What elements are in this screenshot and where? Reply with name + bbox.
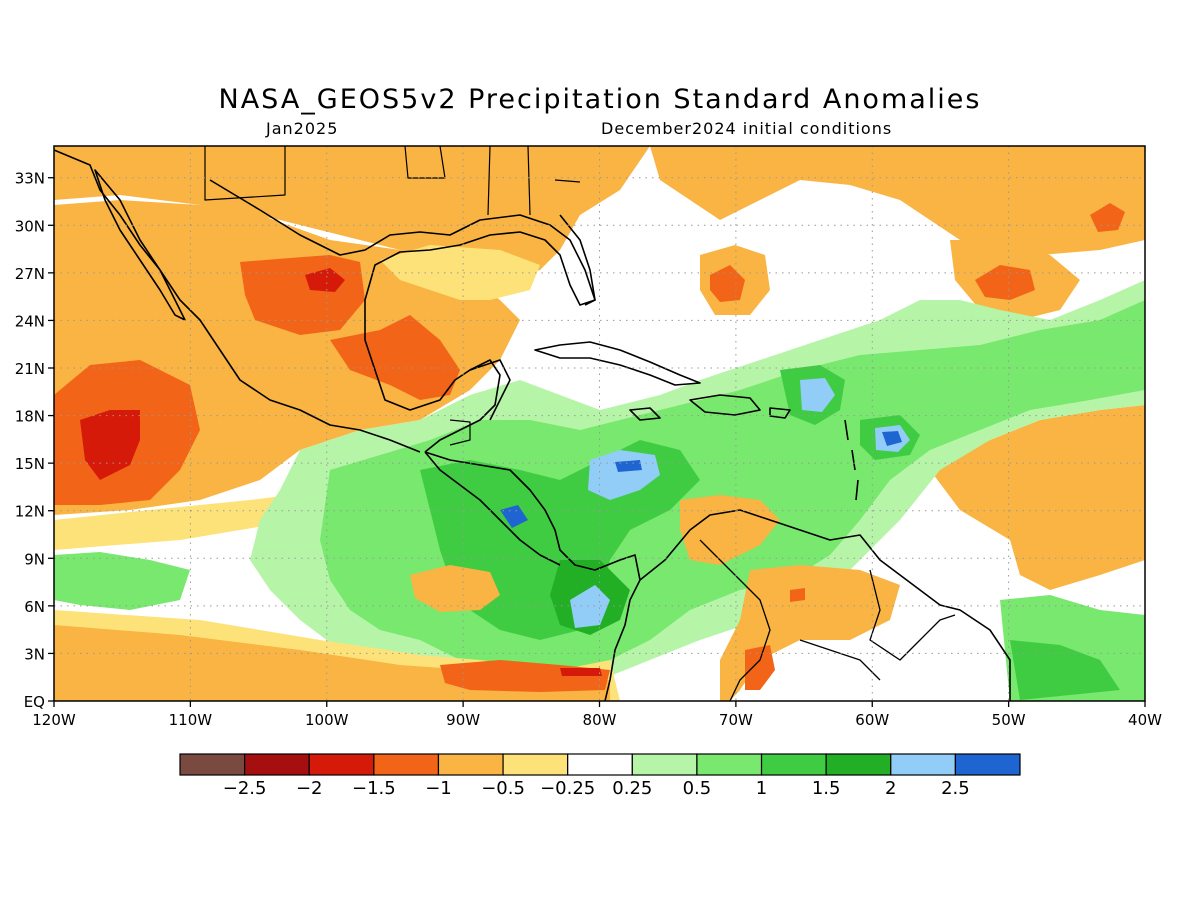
lat-tick-label: EQ — [24, 693, 45, 711]
colorbar-swatch — [760, 753, 827, 776]
dry-core-atlantic-mid — [975, 265, 1035, 300]
lon-tick-label: 120W — [32, 711, 76, 729]
lon-tick-label: 90W — [446, 711, 480, 729]
dry-core-gulf — [330, 315, 460, 400]
colorbar-swatch — [244, 753, 310, 776]
colorbar-swatch — [502, 753, 569, 776]
lon-tick-label: 40W — [1128, 711, 1162, 729]
colorbar-label: −1 — [425, 778, 452, 799]
colorbar-label: −1.5 — [352, 778, 396, 799]
dry-region-guyana — [720, 565, 900, 701]
wet-patch-pacific-west — [54, 552, 190, 610]
colorbar-swatch — [373, 753, 440, 776]
lat-tick-label: 33N — [15, 170, 45, 188]
very-wet-core-islands — [800, 378, 835, 412]
very-dry-core-mexico-north — [305, 268, 345, 292]
coastlines — [54, 146, 1011, 701]
colorbar-swatch — [696, 753, 763, 776]
lat-tick-label: 3N — [24, 645, 45, 663]
lat-tick-label: 15N — [15, 455, 45, 473]
lat-tick-label: 27N — [15, 265, 45, 283]
dry-patch-pacific-east — [410, 565, 500, 612]
colorbar-swatch — [437, 753, 504, 776]
colorbar-swatch — [890, 753, 956, 776]
longitude-axis: 120W 110W 100W 90W 80W 70W 60W 50W 40W — [32, 701, 1162, 729]
colorbar-label: 2.5 — [941, 778, 970, 799]
lat-tick-label: 18N — [15, 408, 45, 426]
lon-tick-label: 100W — [305, 711, 349, 729]
colorbar-label: 1.5 — [812, 778, 841, 799]
dry-region-subtropical-north — [54, 146, 650, 280]
extreme-wet-core-atlantic — [882, 431, 902, 446]
forecast-month: Jan2025 — [266, 119, 339, 138]
colorbar-swatch — [954, 753, 1021, 776]
colorbar-label: −0.5 — [481, 778, 525, 799]
dry-core-venezuela-small — [790, 588, 805, 602]
dry-core-west-atlantic — [710, 265, 745, 302]
colorbar-swatch — [631, 753, 698, 776]
lon-tick-label: 80W — [583, 711, 617, 729]
lat-tick-label: 30N — [15, 217, 45, 235]
colorbar-label: −2 — [296, 778, 323, 799]
very-dry-core-equatorial — [560, 668, 602, 676]
dry-region-venezuela — [680, 495, 780, 565]
lat-tick-label: 6N — [24, 598, 45, 616]
very-dry-core-west — [80, 410, 140, 480]
latitude-axis: EQ 3N 6N 9N 12N 15N 18N 21N 24N 27N 30N 33N — [15, 170, 54, 711]
lon-tick-label: 50W — [992, 711, 1026, 729]
wet-core-atlantic-east — [1010, 640, 1120, 700]
colorbar-swatch — [179, 753, 246, 776]
colorbar-label: −0.25 — [540, 778, 595, 799]
extreme-wet-core-honduras — [500, 505, 528, 528]
colorbar-label: 0.25 — [612, 778, 652, 799]
lat-tick-label: 9N — [24, 550, 45, 568]
colorbar-swatch — [567, 753, 633, 776]
dry-core-atlantic-ne — [1090, 203, 1125, 232]
extreme-wet-core-caribbean — [615, 460, 642, 472]
initial-conditions: December2024 initial conditions — [601, 119, 893, 138]
graticule — [54, 146, 1145, 701]
colorbar-swatch — [825, 753, 892, 776]
lon-tick-label: 60W — [855, 711, 889, 729]
lon-tick-label: 70W — [719, 711, 753, 729]
lat-tick-label: 21N — [15, 360, 45, 378]
lat-tick-label: 12N — [15, 503, 45, 521]
dry-core-guyana — [745, 645, 775, 690]
anomaly-field — [54, 146, 1145, 701]
colorbar-swatch — [308, 753, 375, 776]
colorbar: −2.5 −2 −1.5 −1 −0.5 −0.25 0.25 0.5 1 1.5 2 2.5 — [179, 753, 1021, 799]
colorbar-label: 2 — [885, 778, 896, 799]
colorbar-label: 0.5 — [683, 778, 712, 799]
lon-tick-label: 110W — [169, 711, 213, 729]
dry-region-atlantic-north — [650, 146, 1145, 255]
colorbar-label: 1 — [756, 778, 767, 799]
dry-region-atlantic-east — [930, 405, 1145, 590]
very-wet-core-caribbean — [588, 450, 660, 500]
map-title: NASA_GEOS5v2 Precipitation Standard Anom… — [218, 84, 982, 115]
colorbar-label: −2.5 — [223, 778, 267, 799]
dry-core-gulf-north — [380, 245, 540, 300]
lat-tick-label: 24N — [15, 312, 45, 330]
